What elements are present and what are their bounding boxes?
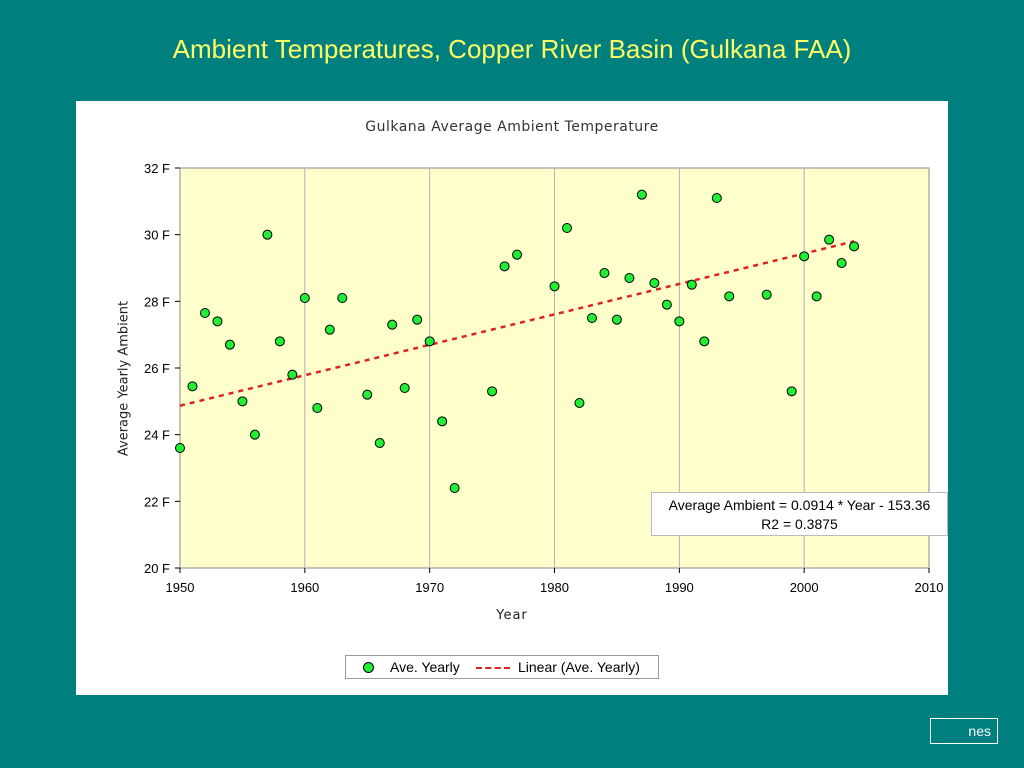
data-point bbox=[512, 249, 523, 260]
data-point bbox=[599, 268, 610, 278]
data-point bbox=[824, 234, 835, 245]
data-point bbox=[212, 316, 223, 327]
y-tick-label: 32 F bbox=[144, 161, 170, 176]
x-tick-label: 1960 bbox=[290, 580, 319, 595]
data-point bbox=[674, 316, 685, 327]
data-point bbox=[424, 336, 435, 347]
trendline-equation: Average Ambient = 0.0914 * Year - 153.36 bbox=[668, 497, 931, 513]
data-point bbox=[549, 281, 560, 292]
data-point bbox=[586, 313, 597, 323]
data-point bbox=[686, 279, 697, 290]
scatter-plot: 1950 1960 1970 1980 1990 2000 2010 20 F 22 F 24 F… bbox=[144, 161, 944, 595]
data-point bbox=[449, 483, 460, 493]
y-tick-label: 26 F bbox=[144, 361, 170, 376]
trendline-r2: R2 = 0.3875 bbox=[761, 516, 838, 532]
data-point bbox=[611, 314, 622, 325]
data-point bbox=[636, 189, 647, 200]
data-point bbox=[499, 261, 510, 272]
chart-title: Gulkana Average Ambient Temperature bbox=[365, 119, 659, 135]
y-tick-label: 22 F bbox=[144, 494, 170, 509]
data-point bbox=[337, 293, 348, 303]
data-point bbox=[274, 336, 285, 347]
x-tick-label: 1980 bbox=[540, 580, 569, 595]
data-point bbox=[574, 398, 585, 408]
data-point bbox=[761, 289, 772, 300]
data-point bbox=[849, 241, 860, 252]
data-point bbox=[412, 314, 423, 325]
data-point bbox=[811, 291, 822, 302]
y-tick-label: 20 F bbox=[144, 561, 170, 576]
data-point bbox=[324, 324, 335, 335]
data-point bbox=[699, 336, 710, 347]
x-tick-label: 2000 bbox=[790, 580, 819, 595]
data-point bbox=[786, 386, 797, 397]
data-point bbox=[437, 416, 448, 427]
data-point bbox=[661, 299, 672, 310]
x-tick-label: 2010 bbox=[915, 580, 944, 595]
data-point bbox=[724, 291, 735, 302]
data-point bbox=[799, 251, 810, 262]
data-point bbox=[237, 396, 248, 407]
trendline-equation-box: Average Ambient = 0.0914 * Year - 153.36… bbox=[651, 492, 948, 536]
slide-title: Ambient Temperatures, Copper River Basin… bbox=[172, 34, 852, 64]
data-point bbox=[312, 403, 323, 413]
data-point bbox=[187, 381, 198, 392]
chart-panel: Gulkana Average Ambient Temperature Aver… bbox=[76, 101, 948, 695]
chart-legend: Ave. Yearly Linear (Ave. Yearly) bbox=[345, 655, 659, 679]
x-tick-label: 1970 bbox=[415, 580, 444, 595]
x-tick-label: 1950 bbox=[166, 580, 195, 595]
data-point bbox=[287, 369, 298, 380]
data-point bbox=[487, 386, 498, 397]
data-point bbox=[224, 339, 235, 350]
footer-box: nes bbox=[930, 718, 998, 744]
y-tick-label: 30 F bbox=[144, 228, 170, 243]
data-point bbox=[399, 383, 410, 393]
legend-label-ave-yearly: Ave. Yearly bbox=[390, 659, 460, 675]
data-point bbox=[711, 193, 722, 203]
data-point bbox=[374, 438, 385, 448]
legend-marker-ave-yearly bbox=[363, 662, 374, 673]
data-point bbox=[262, 229, 273, 240]
data-point bbox=[836, 258, 847, 268]
data-point bbox=[624, 273, 635, 283]
data-point bbox=[199, 308, 210, 318]
data-point bbox=[175, 443, 185, 453]
data-point bbox=[249, 429, 260, 440]
x-tick-label: 1990 bbox=[665, 580, 694, 595]
data-point bbox=[649, 278, 660, 288]
data-point bbox=[387, 319, 398, 330]
legend-label-linear: Linear (Ave. Yearly) bbox=[518, 659, 640, 675]
data-point bbox=[299, 293, 310, 303]
data-point bbox=[362, 389, 373, 400]
legend-line-linear bbox=[476, 667, 510, 669]
y-tick-label: 28 F bbox=[144, 294, 170, 309]
data-point bbox=[561, 223, 572, 233]
y-tick-label: 24 F bbox=[144, 428, 170, 443]
x-axis-label: Year bbox=[496, 608, 528, 623]
